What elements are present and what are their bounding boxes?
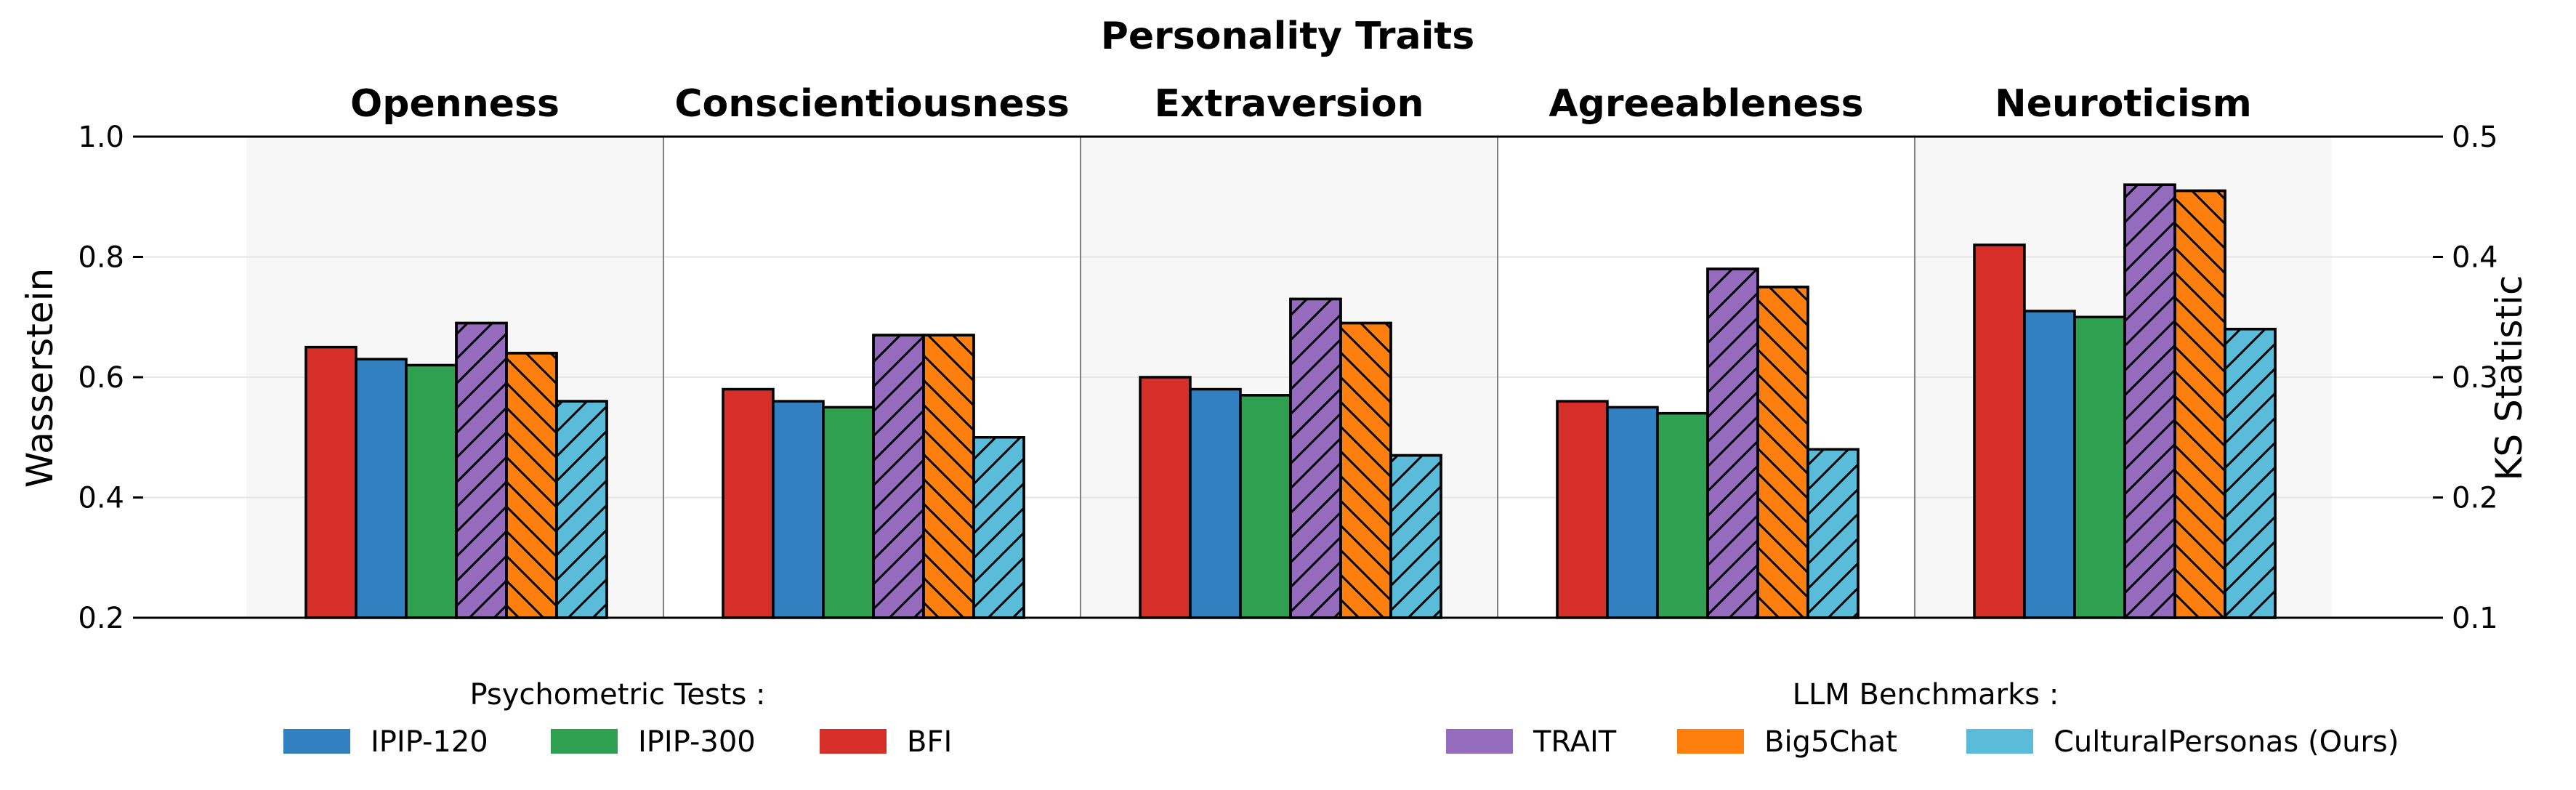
bars (304, 183, 2277, 619)
y-tick-label-left: 0.2 (78, 602, 124, 635)
legend-label: TRAIT (1533, 725, 1617, 759)
y-tick-label-left: 0.8 (78, 241, 124, 275)
y-tick-label-right: 0.4 (2452, 241, 2498, 275)
category-label-agreeableness: Agreeableness (1549, 82, 1863, 126)
legend-swatch-ipip-300 (551, 729, 618, 754)
category-labels: Openness Conscientiousness Extraversion Agr… (350, 82, 2252, 126)
legend-swatch-bfi (820, 729, 887, 754)
tick-labels: 0.2 0.1 0.4 0.2 0.6 0.3 0.8 0.4 1.0 0.5 (78, 121, 2498, 635)
y-tick-label-right: 0.1 (2452, 602, 2498, 635)
legend-right-title: LLM Benchmarks : (1793, 678, 2059, 712)
y-axis-label-left: Wasserstein (19, 268, 61, 488)
legend-swatch-culturalpersonas-ours- (1966, 729, 2033, 754)
legend-swatch-big5chat (1677, 729, 1744, 754)
bar-bfi-openness (304, 345, 358, 619)
y-tick-label-right: 0.3 (2452, 361, 2498, 395)
bar-ipip-120-neuroticism (2023, 310, 2076, 619)
bar-ipip-120-agreeableness (1606, 406, 1659, 619)
bar-hatch (922, 334, 975, 619)
bar-ipip-300-conscientiousness (822, 406, 875, 619)
chart-title: Personality Traits (1101, 15, 1474, 58)
legend-label: IPIP-120 (371, 725, 488, 759)
category-label-conscientiousness: Conscientiousness (674, 82, 1069, 126)
bar-ipip-120-extraversion (1189, 387, 1242, 619)
bar-bfi-conscientiousness (722, 387, 775, 619)
bar-hatch (505, 352, 558, 619)
bar-bfi-agreeableness (1556, 400, 1609, 619)
bar-bfi-extraversion (1139, 376, 1192, 619)
category-label-openness: Openness (350, 82, 560, 126)
bar-hatch (1289, 297, 1342, 619)
bar-hatch (1806, 448, 1860, 619)
bar-hatch (2224, 328, 2277, 619)
y-tick-label-left: 0.6 (78, 361, 124, 395)
bar-hatch (2173, 189, 2226, 619)
legend: Psychometric Tests : LLM Benchmarks : IP… (283, 678, 2399, 759)
legend-left-title: Psychometric Tests : (469, 678, 765, 712)
y-axis-label-right: KS Statistic (2488, 275, 2530, 481)
bar-hatch (555, 400, 608, 619)
legend-label: Big5Chat (1764, 725, 1897, 759)
legend-items: IPIP-120 IPIP-300 BFI TRAIT Big5Chat Cultural… (283, 725, 2399, 759)
panel-dividers (663, 137, 1915, 618)
y-tick-label-left: 0.4 (78, 482, 124, 515)
bar-hatch (1389, 454, 1442, 619)
legend-label: IPIP-300 (638, 725, 756, 759)
y-tick-label-right: 0.2 (2452, 482, 2498, 515)
bar-hatch (872, 334, 925, 619)
bar-hatch (455, 321, 508, 619)
bar-hatch (1706, 267, 1759, 619)
bar-ipip-300-openness (405, 363, 458, 619)
bar-ipip-120-openness (355, 358, 408, 619)
bar-hatch (1339, 321, 1392, 619)
legend-swatch-trait (1446, 729, 1513, 754)
bar-ipip-120-conscientiousness (772, 400, 825, 619)
category-label-neuroticism: Neuroticism (1995, 82, 2252, 126)
bar-bfi-neuroticism (1973, 243, 2026, 619)
bar-ipip-300-neuroticism (2073, 315, 2126, 619)
bar-hatch (1756, 286, 1809, 619)
y-tick-label-left: 1.0 (78, 121, 124, 154)
axes (143, 135, 2433, 619)
bar-hatch (2123, 183, 2176, 619)
y-tick-label-right: 0.5 (2452, 121, 2498, 154)
category-label-extraversion: Extraversion (1155, 82, 1424, 126)
legend-label: BFI (907, 725, 952, 759)
legend-swatch-ipip-120 (283, 729, 350, 754)
bar-ipip-300-agreeableness (1656, 411, 1709, 619)
legend-label: CulturalPersonas (Ours) (2054, 725, 2399, 759)
bar-hatch (972, 436, 1025, 619)
bar-ipip-300-extraversion (1239, 394, 1292, 619)
